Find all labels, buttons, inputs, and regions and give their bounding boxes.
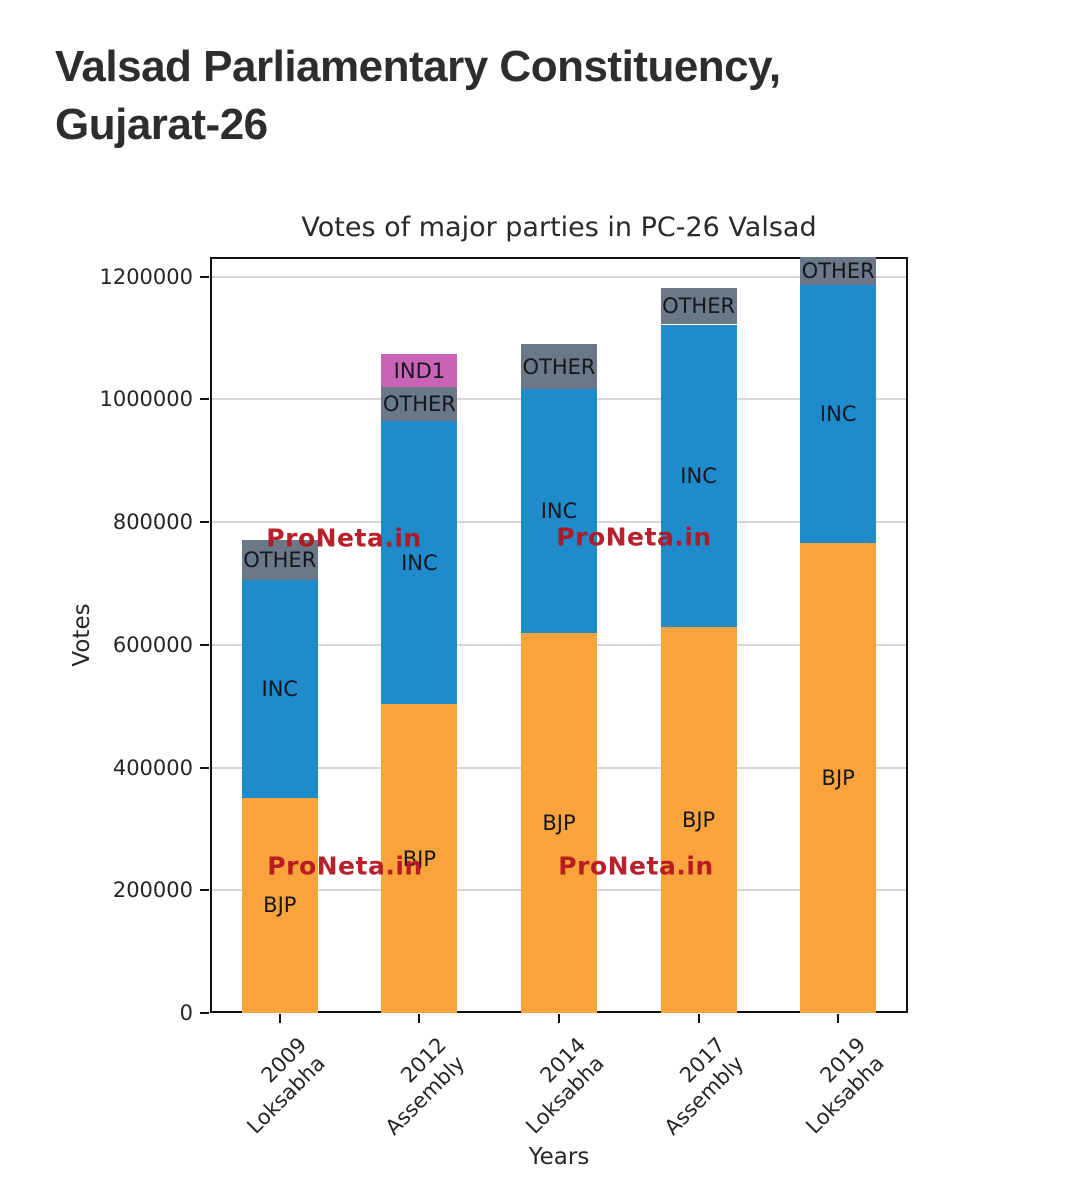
x-axis-tick-label-text: 2014 Loksabha (521, 1032, 610, 1139)
page-title-line2: Gujarat-26 (55, 100, 268, 149)
segment-label-OTHER: OTHER (382, 391, 456, 416)
bar-segment-OTHER-2017 (660, 288, 737, 325)
bar-segment-INC-2014 (521, 388, 597, 633)
segment-label-OTHER: OTHER (801, 259, 875, 284)
watermark-text: ProNeta.in (266, 523, 422, 553)
gridline-1200000 (212, 275, 906, 278)
bar-segment-IND1-2012 (381, 353, 458, 388)
bar-segment-BJP-2019 (800, 542, 877, 1013)
bar-segment-BJP-2017 (660, 627, 737, 1013)
watermark-text: ProNeta.in (558, 851, 714, 881)
watermark-text: ProNeta.in (556, 522, 712, 552)
segment-label-INC: INC (680, 463, 717, 488)
x-axis-tick-label-text: 2009 Loksabha (242, 1032, 330, 1139)
x-axis-tick (837, 1014, 840, 1023)
segment-label-INC: INC (819, 402, 857, 427)
segment-label-OTHER: OTHER (662, 294, 736, 319)
y-axis-tick-label: 1000000 (99, 387, 193, 412)
bar-segment-BJP-2009 (241, 797, 318, 1013)
segment-label-IND1: IND1 (393, 358, 446, 383)
x-axis-tick (558, 1014, 560, 1023)
page-title-line1: Valsad Parliamentary Constituency, (55, 42, 781, 91)
x-axis-title: Years (528, 1144, 590, 1170)
segment-label-OTHER: OTHER (522, 354, 596, 379)
chart-title: Votes of major parties in PC-26 Valsad (301, 212, 817, 243)
x-axis-tick (278, 1014, 281, 1023)
bar-segment-BJP-2014 (521, 632, 597, 1013)
y-axis-tick-label: 1200000 (99, 264, 193, 289)
bar-segment-OTHER-2014 (521, 344, 597, 389)
y-axis-tick (200, 889, 209, 892)
y-axis-tick (200, 521, 209, 524)
bar-segment-INC-2009 (241, 579, 318, 798)
y-axis-tick (200, 643, 209, 646)
y-axis-tick (200, 766, 209, 769)
bar-segment-OTHER-2019 (800, 257, 877, 286)
segment-label-BJP: BJP (821, 765, 855, 790)
x-axis-tick-label-text: 2012 Assembly (380, 1032, 470, 1140)
segment-label-INC: INC (540, 498, 578, 523)
y-axis-tick-label: 400000 (112, 755, 193, 780)
bar-segment-INC-2017 (660, 324, 737, 628)
x-axis-tick (418, 1014, 421, 1023)
y-axis-tick-label: 0 (179, 1001, 193, 1025)
segment-label-BJP: BJP (681, 808, 716, 832)
bar-segment-BJP-2012 (381, 704, 458, 1013)
y-axis-tick-label: 600000 (112, 632, 193, 657)
segment-label-BJP: BJP (402, 846, 437, 871)
y-axis-tick-label: 800000 (112, 510, 193, 535)
y-axis-tick (200, 398, 209, 401)
y-axis-tick (200, 275, 209, 278)
segment-label-BJP: BJP (542, 810, 576, 835)
segment-label-INC: INC (401, 550, 438, 575)
page-title: Valsad Parliamentary Constituency, Gujar… (55, 38, 1015, 154)
x-axis-tick-label-text: 2017 Assembly (660, 1032, 749, 1140)
bar-segment-INC-2019 (800, 285, 877, 543)
x-axis-tick-label-text: 2019 Loksabha (800, 1032, 889, 1139)
y-axis-tick (200, 1012, 209, 1014)
y-axis-tick-label: 200000 (112, 878, 193, 903)
bar-segment-OTHER-2012 (381, 387, 458, 421)
segment-label-INC: INC (261, 676, 299, 701)
bar-segment-INC-2012 (381, 420, 458, 705)
segment-label-BJP: BJP (263, 893, 297, 918)
segment-label-OTHER: OTHER (243, 547, 317, 572)
watermark-text: ProNeta.in (267, 851, 423, 881)
x-axis-tick (697, 1014, 700, 1023)
bar-segment-OTHER-2009 (241, 539, 318, 580)
